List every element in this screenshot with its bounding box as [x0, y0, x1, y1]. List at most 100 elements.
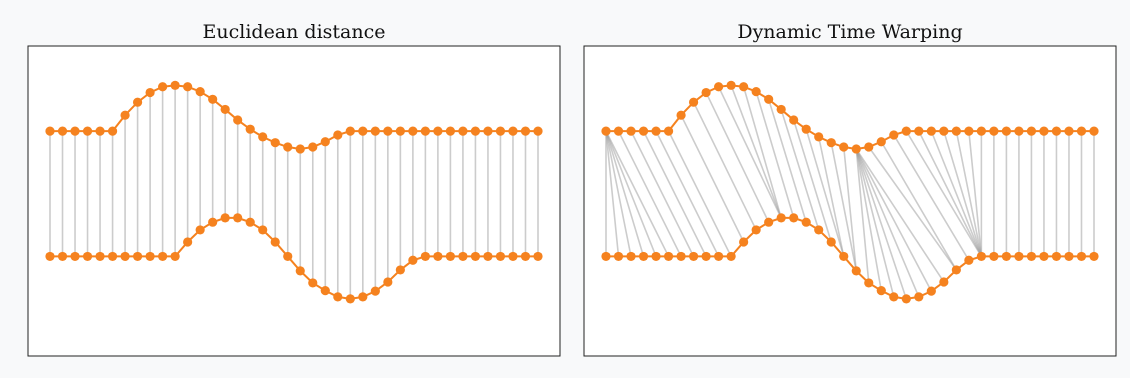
- data-point-top: [989, 126, 999, 136]
- alignment-link: [630, 130, 695, 257]
- data-point-top: [533, 126, 543, 136]
- alignment-link: [880, 141, 958, 271]
- data-point-bottom: [739, 237, 749, 247]
- series-line-bottom: [50, 216, 538, 300]
- data-point-bottom: [458, 251, 468, 262]
- data-point-top: [889, 130, 899, 140]
- data-point-top: [1051, 126, 1062, 136]
- alignment-link: [605, 130, 645, 257]
- data-point-top: [601, 126, 611, 136]
- alignment-link: [968, 131, 983, 257]
- data-point-top: [220, 104, 230, 115]
- data-point-bottom: [295, 266, 305, 276]
- data-point-top: [638, 126, 649, 136]
- data-point-bottom: [714, 251, 724, 262]
- series-line-top: [606, 84, 1094, 150]
- data-point-top: [826, 138, 836, 148]
- data-point-top: [320, 137, 330, 147]
- alignment-link: [855, 148, 883, 291]
- data-point-top: [170, 80, 180, 90]
- data-point-top: [145, 87, 155, 98]
- data-point-bottom: [508, 251, 518, 262]
- data-point-top: [1026, 126, 1037, 136]
- data-point-bottom: [701, 251, 711, 262]
- data-point-bottom: [45, 251, 55, 262]
- data-point-bottom: [864, 278, 874, 288]
- data-point-bottom: [233, 213, 243, 223]
- data-point-bottom: [533, 251, 543, 262]
- data-point-bottom: [308, 278, 318, 288]
- data-point-bottom: [826, 237, 836, 247]
- dtw-panel: Dynamic Time Warping: [583, 21, 1117, 357]
- data-point-top: [1039, 126, 1049, 136]
- data-point-top: [483, 126, 493, 136]
- data-point-bottom: [663, 251, 674, 262]
- data-point-top: [776, 104, 786, 115]
- data-point-top: [688, 97, 699, 107]
- data-point-top: [120, 110, 130, 120]
- data-point-bottom: [1076, 251, 1087, 262]
- data-point-bottom: [170, 251, 180, 262]
- data-point-top: [183, 82, 193, 92]
- data-point-bottom: [132, 251, 143, 262]
- data-point-top: [95, 126, 105, 136]
- data-point-top: [1089, 126, 1099, 136]
- alignment-links-dtw: [605, 85, 1095, 300]
- data-point-bottom: [70, 251, 80, 262]
- alignment-link: [792, 119, 832, 243]
- data-point-top: [1001, 126, 1012, 136]
- data-point-bottom: [976, 251, 986, 262]
- alignment-link: [893, 134, 970, 261]
- alignment-link: [918, 130, 983, 257]
- data-point-bottom: [688, 251, 699, 262]
- data-point-top: [107, 126, 118, 136]
- data-point-bottom: [889, 292, 899, 302]
- data-point-bottom: [801, 217, 811, 227]
- alignment-link: [717, 86, 782, 219]
- data-point-bottom: [1026, 251, 1037, 262]
- data-point-bottom: [370, 286, 380, 296]
- data-point-bottom: [107, 251, 118, 262]
- data-point-top: [295, 144, 305, 154]
- alignment-link: [617, 130, 682, 257]
- data-point-top: [951, 126, 961, 136]
- euclidean-panel: Euclidean distance: [27, 21, 561, 357]
- alignment-link: [817, 136, 845, 257]
- data-point-bottom: [520, 251, 531, 262]
- data-point-bottom: [320, 286, 330, 296]
- alignment-link: [755, 91, 795, 219]
- data-point-bottom: [270, 237, 280, 247]
- data-point-top: [939, 126, 949, 136]
- series-line-bottom: [606, 216, 1094, 300]
- data-point-top: [663, 126, 674, 136]
- data-point-top: [1076, 126, 1087, 136]
- data-point-bottom: [951, 265, 961, 275]
- data-point-top: [45, 126, 55, 136]
- alignment-link: [742, 86, 782, 219]
- data-point-top: [70, 126, 80, 136]
- alignment-link: [642, 130, 707, 257]
- data-point-bottom: [1051, 251, 1062, 262]
- alignment-link: [780, 109, 820, 231]
- data-point-top: [964, 126, 974, 136]
- data-point-bottom: [776, 213, 786, 223]
- data-point-top: [851, 144, 861, 154]
- series-group-euclidean: [45, 80, 543, 304]
- data-point-bottom: [208, 217, 218, 227]
- data-point-bottom: [1089, 251, 1099, 262]
- data-point-bottom: [726, 251, 736, 262]
- data-point-bottom: [470, 251, 481, 262]
- data-point-top: [395, 126, 405, 136]
- alignment-link: [667, 130, 732, 257]
- data-point-top: [445, 126, 456, 136]
- data-point-bottom: [1064, 251, 1074, 262]
- alignment-links-euclidean: [49, 85, 539, 299]
- data-point-bottom: [258, 225, 268, 235]
- data-point-bottom: [57, 251, 68, 262]
- alignment-link: [905, 130, 983, 257]
- data-point-top: [926, 126, 936, 136]
- data-point-top: [345, 126, 355, 136]
- data-point-top: [495, 126, 506, 136]
- data-point-bottom: [914, 292, 924, 302]
